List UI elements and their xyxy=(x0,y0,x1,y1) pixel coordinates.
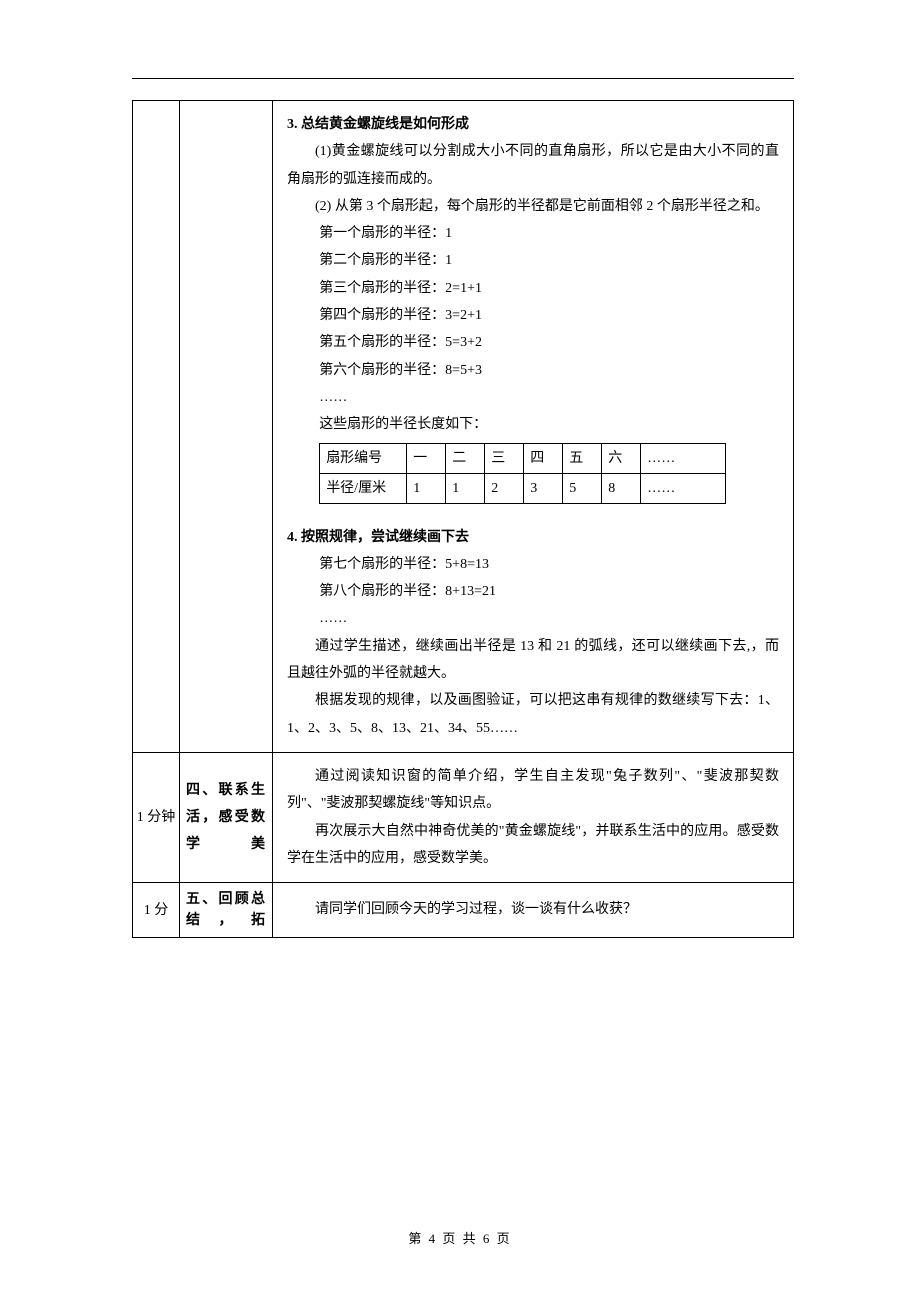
radius-table-cell: …… xyxy=(641,473,726,503)
body-text: 根据发现的规律，以及画图验证，可以把这串有规律的数继续写下去：1、1、2、3、5… xyxy=(287,687,779,742)
table-row: 3. 总结黄金螺旋线是如何形成 (1)黄金螺旋线可以分割成大小不同的直角扇形，所… xyxy=(133,101,794,753)
body-text: (2) 从第 3 个扇形起，每个扇形的半径都是它前面相邻 2 个扇形半径之和。 xyxy=(287,193,779,220)
radius-line: 第八个扇形的半径：8+13=21 xyxy=(287,578,779,605)
radius-table-cell: 5 xyxy=(563,473,602,503)
radius-line: 第六个扇形的半径：8=5+3 xyxy=(287,357,779,384)
radius-table-cell: 一 xyxy=(407,443,446,473)
radius-table-cell: 3 xyxy=(524,473,563,503)
section-cell-empty xyxy=(180,101,273,753)
radius-table-cell: 2 xyxy=(485,473,524,503)
content-cell-1: 3. 总结黄金螺旋线是如何形成 (1)黄金螺旋线可以分割成大小不同的直角扇形，所… xyxy=(273,101,794,753)
ellipsis: …… xyxy=(287,384,779,411)
time-cell: 1 分钟 xyxy=(133,752,180,882)
radius-table-cell: 五 xyxy=(563,443,602,473)
time-cell-empty xyxy=(133,101,180,753)
table-row: 1 分钟 四、联系生活，感受数学美 通过阅读知识窗的简单介绍，学生自主发现"兔子… xyxy=(133,752,794,882)
content-cell-3: 请同学们回顾今天的学习过程，谈一谈有什么收获？ xyxy=(273,883,794,938)
radius-table-cell: 8 xyxy=(602,473,641,503)
time-cell: 1 分 xyxy=(133,883,180,938)
radius-line: 第七个扇形的半径：5+8=13 xyxy=(287,551,779,578)
page: 3. 总结黄金螺旋线是如何形成 (1)黄金螺旋线可以分割成大小不同的直角扇形，所… xyxy=(0,0,920,1302)
radius-table-header-row: 扇形编号 一 二 三 四 五 六 …… xyxy=(320,443,726,473)
radius-table-cell: 四 xyxy=(524,443,563,473)
content-cell-2: 通过阅读知识窗的简单介绍，学生自主发现"兔子数列"、"斐波那契数列"、"斐波那契… xyxy=(273,752,794,882)
radius-table-cell: 扇形编号 xyxy=(320,443,407,473)
body-text: 请同学们回顾今天的学习过程，谈一谈有什么收获？ xyxy=(287,896,779,923)
heading-3: 3. 总结黄金螺旋线是如何形成 xyxy=(287,111,779,138)
spacer xyxy=(287,514,779,524)
radius-line: 第一个扇形的半径：1 xyxy=(287,220,779,247)
radius-table-cell: …… xyxy=(641,443,726,473)
body-text: 通过学生描述，继续画出半径是 13 和 21 的弧线，还可以继续画下去,，而且越… xyxy=(287,633,779,688)
radius-table-cell: 三 xyxy=(485,443,524,473)
table-intro: 这些扇形的半径长度如下： xyxy=(287,411,779,438)
ellipsis: …… xyxy=(287,605,779,632)
radius-table-cell: 六 xyxy=(602,443,641,473)
radius-line: 第五个扇形的半径：5=3+2 xyxy=(287,329,779,356)
section-cell: 五、回顾总结，拓 xyxy=(180,883,273,938)
radius-line: 第三个扇形的半径：2=1+1 xyxy=(287,275,779,302)
body-text: 再次展示大自然中神奇优美的"黄金螺旋线"，并联系生活中的应用。感受数学在生活中的… xyxy=(287,818,779,873)
radius-table-cell: 1 xyxy=(407,473,446,503)
radius-table-cell: 半径/厘米 xyxy=(320,473,407,503)
radius-table-cell: 1 xyxy=(446,473,485,503)
body-text: (1)黄金螺旋线可以分割成大小不同的直角扇形，所以它是由大小不同的直角扇形的弧连… xyxy=(287,138,779,193)
rule-line xyxy=(132,78,794,79)
body-text: 通过阅读知识窗的简单介绍，学生自主发现"兔子数列"、"斐波那契数列"、"斐波那契… xyxy=(287,763,779,818)
radius-table: 扇形编号 一 二 三 四 五 六 …… 半径/厘米 1 1 2 3 xyxy=(319,443,726,504)
radius-table-cell: 二 xyxy=(446,443,485,473)
heading-4: 4. 按照规律，尝试继续画下去 xyxy=(287,524,779,551)
radius-line: 第四个扇形的半径：3=2+1 xyxy=(287,302,779,329)
table-row: 1 分 五、回顾总结，拓 请同学们回顾今天的学习过程，谈一谈有什么收获？ xyxy=(133,883,794,938)
lesson-table: 3. 总结黄金螺旋线是如何形成 (1)黄金螺旋线可以分割成大小不同的直角扇形，所… xyxy=(132,100,794,938)
radius-line: 第二个扇形的半径：1 xyxy=(287,247,779,274)
radius-table-value-row: 半径/厘米 1 1 2 3 5 8 …… xyxy=(320,473,726,503)
section-cell: 四、联系生活，感受数学美 xyxy=(180,752,273,882)
page-footer: 第 4 页 共 6 页 xyxy=(0,1229,920,1249)
